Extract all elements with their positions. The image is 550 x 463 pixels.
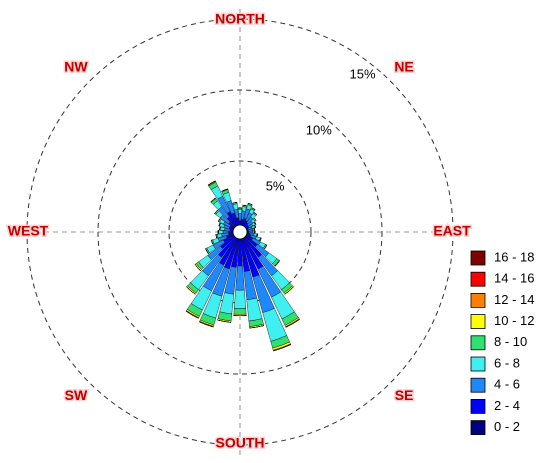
calm-center [232, 224, 248, 240]
legend-label: 16 - 18 [494, 249, 534, 264]
direction-label: SW [65, 387, 88, 403]
legend-swatch [470, 377, 486, 393]
wedge [235, 265, 245, 291]
wedge [218, 222, 221, 227]
wedge [264, 244, 268, 249]
legend-swatch [470, 398, 486, 414]
wedge [241, 206, 247, 212]
direction-label: NE [394, 59, 413, 75]
legend-label: 2 - 4 [494, 398, 520, 413]
wedge [248, 203, 253, 206]
r-tick-label: 5% [266, 179, 285, 194]
legend-label: 8 - 10 [494, 334, 527, 349]
legend-swatch [470, 271, 486, 287]
wedge [248, 230, 253, 234]
wedge [254, 217, 257, 221]
direction-label: WEST [8, 223, 49, 239]
legend-label: 4 - 6 [494, 377, 520, 392]
legend-label: 0 - 2 [494, 419, 520, 434]
wedge [221, 188, 228, 192]
legend-swatch [470, 335, 486, 351]
r-tick-label: 10% [306, 123, 332, 138]
r-tick-label: 15% [350, 67, 376, 82]
grid-ring [97, 89, 383, 375]
wedge [214, 210, 218, 214]
wedge [242, 204, 247, 207]
legend-label: 12 - 14 [494, 292, 534, 307]
direction-label: SE [395, 387, 414, 403]
grid-ring [26, 18, 454, 446]
legend-label: 6 - 8 [494, 355, 520, 370]
wedge [186, 286, 196, 295]
wedge [199, 321, 214, 328]
wedge [222, 230, 229, 234]
wedge [207, 180, 216, 186]
legend-swatch [470, 292, 486, 308]
wedge [233, 308, 247, 315]
legend-swatch [470, 420, 486, 436]
legend-label: 14 - 16 [494, 271, 534, 286]
wedge [217, 319, 231, 323]
wedge [238, 213, 242, 221]
wedge [285, 319, 300, 328]
direction-label: NW [64, 59, 88, 75]
legend-swatch [470, 314, 486, 330]
wedge [185, 311, 199, 319]
wedge [218, 230, 224, 234]
direction-label: SOUTH [216, 435, 265, 451]
legend-swatch [470, 250, 486, 266]
wedge [238, 209, 242, 214]
wedge [234, 289, 246, 309]
wedge [259, 237, 262, 242]
wedge [210, 197, 216, 203]
direction-label: EAST [433, 223, 471, 239]
legend-label: 10 - 12 [494, 313, 534, 328]
wedge [215, 234, 217, 239]
wedge [232, 202, 238, 204]
wedge [274, 260, 280, 267]
legend-swatch [470, 356, 486, 372]
direction-label: NORTH [215, 11, 265, 27]
wedge [254, 225, 256, 228]
